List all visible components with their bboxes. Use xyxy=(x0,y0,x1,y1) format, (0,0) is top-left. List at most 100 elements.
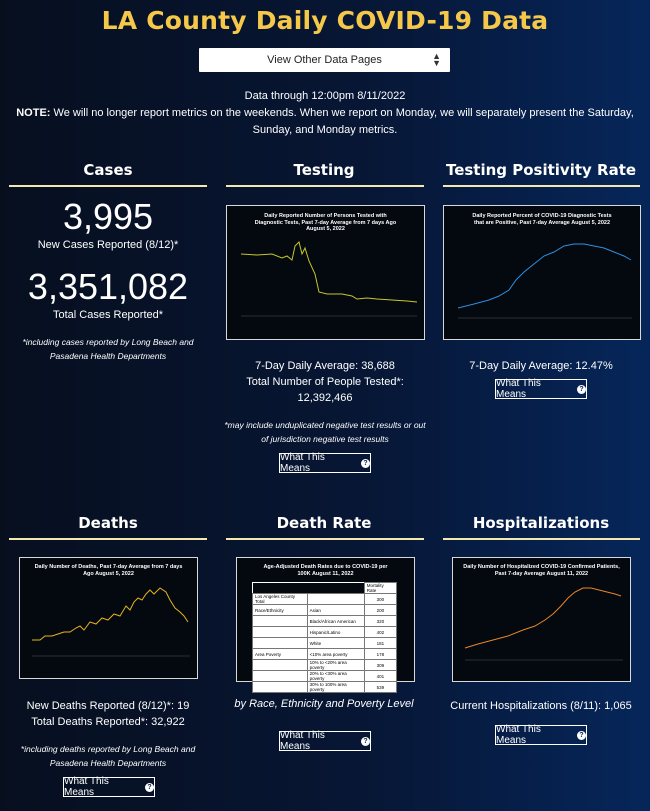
table-cell: 320 xyxy=(363,615,398,627)
positivity-avg: 7-Day Daily Average: 12.47% xyxy=(469,360,613,372)
table-row: White 181 xyxy=(252,637,398,649)
hosp-chart-title: Daily Number of Hospitalized COVID-19 Co… xyxy=(463,564,620,577)
death-rate-caption: by Race, Ethnicity and Poverty Level xyxy=(234,698,414,710)
button-label: What This Means xyxy=(496,724,541,746)
data-through: Data through 12:00pm 8/11/2022 xyxy=(244,90,406,102)
testing-chart[interactable]: Daily Reported Number of Persons Tested … xyxy=(226,205,425,340)
table-cell: Los Angeles County Total xyxy=(252,593,308,605)
death-rate-chart[interactable]: Age-Adjusted Death Rates due to COVID-19… xyxy=(236,557,415,693)
table-cell xyxy=(252,681,308,693)
deaths-divider xyxy=(9,538,207,540)
table-cell: Asian xyxy=(306,604,365,616)
table-cell: Race/Ethnicity xyxy=(252,604,308,616)
testing-what-this-means-button[interactable]: What This Means? xyxy=(279,452,371,474)
table-row: 20% to <30% area poverty 401 xyxy=(252,670,398,682)
death-rate-title: Death Rate xyxy=(276,514,372,532)
total-cases-label: Total Cases Reported* xyxy=(52,309,164,321)
testing-line xyxy=(240,241,418,303)
button-label: What This Means xyxy=(280,730,325,752)
table-cell: <10% area poverty xyxy=(306,648,365,660)
table-row: Black/African American 320 xyxy=(252,615,398,627)
table-cell xyxy=(252,659,308,671)
data-note: Data through 12:00pm 8/11/2022 NOTE: We … xyxy=(0,88,650,139)
death-rate-table: Mortality Rate Los Angeles County Total 3… xyxy=(252,582,398,693)
table-row: Area Poverty <10% area poverty 178 xyxy=(252,648,398,660)
table-row: Los Angeles County Total 300 xyxy=(252,593,398,605)
table-header-cell: Mortality Rate xyxy=(363,582,398,594)
testing-title: Testing xyxy=(293,161,355,179)
table-row: Hispanic/Latino 402 xyxy=(252,626,398,638)
question-icon: ? xyxy=(577,384,586,394)
cases-footnote: *including cases reported by Long Beach … xyxy=(22,337,194,361)
table-row: 10% to <20% area poverty 309 xyxy=(252,659,398,671)
question-icon: ? xyxy=(361,736,370,746)
positivity-what-this-means-button[interactable]: What This Means? xyxy=(495,378,587,400)
table-cell: 402 xyxy=(363,626,398,638)
deaths-what-this-means-button[interactable]: What This Means? xyxy=(63,776,155,798)
hosp-chart[interactable]: Daily Number of Hospitalized COVID-19 Co… xyxy=(452,557,631,682)
new-cases-label: New Cases Reported (8/12)* xyxy=(37,239,179,251)
testing-total-label: Total Number of People Tested*: xyxy=(246,376,404,388)
table-cell: 181 xyxy=(363,637,398,649)
new-cases-value: 3,995 xyxy=(62,196,154,237)
table-cell: White xyxy=(306,637,365,649)
page-title: LA County Daily COVID-19 Data xyxy=(101,6,549,35)
deaths-line xyxy=(32,587,189,641)
table-row: Race/Ethnicity Asian 200 xyxy=(252,604,398,616)
positivity-chart-plot xyxy=(457,243,632,319)
table-cell: 20% to <30% area poverty xyxy=(306,670,365,682)
testing-footnote: *may include unduplicated negative test … xyxy=(224,420,426,444)
table-cell: Black/African American xyxy=(306,615,365,627)
new-deaths: New Deaths Reported (8/12)*: 19 xyxy=(26,700,190,712)
note-label: NOTE: xyxy=(16,107,51,119)
testing-avg: 7-Day Daily Average: 38,688 xyxy=(255,360,395,372)
cases-title: Cases xyxy=(83,161,133,179)
table-cell xyxy=(252,626,308,638)
total-deaths: Total Deaths Reported*: 32,922 xyxy=(31,716,185,728)
table-cell xyxy=(252,637,308,649)
death-rate-what-this-means-button[interactable]: What This Means? xyxy=(279,730,371,752)
table-row: 30% to 100% area poverty 539 xyxy=(252,681,398,693)
cases-divider xyxy=(9,185,207,187)
hosp-title: Hospitalizations xyxy=(472,514,610,532)
deaths-chart-plot xyxy=(32,587,190,657)
table-header-row: Mortality Rate xyxy=(252,582,398,594)
deaths-chart-title: Daily Number of Deaths, Past 7-day Avera… xyxy=(34,564,183,577)
table-cell: 10% to <20% area poverty xyxy=(306,659,365,671)
total-cases-value: 3,351,082 xyxy=(27,266,189,307)
table-cell: Area Poverty xyxy=(252,648,308,660)
positivity-chart[interactable]: Daily Reported Percent of COVID-19 Diagn… xyxy=(443,205,641,340)
table-cell: 200 xyxy=(363,604,398,616)
note-text-block: NOTE: We will no longer report metrics o… xyxy=(10,105,640,139)
hosp-divider xyxy=(443,538,640,540)
hosp-what-this-means-button[interactable]: What This Means? xyxy=(495,724,587,746)
note-text: We will no longer report metrics on the … xyxy=(50,107,634,136)
deaths-title: Deaths xyxy=(78,514,138,532)
button-label: What This Means xyxy=(64,776,109,798)
question-icon: ? xyxy=(145,782,154,792)
button-label: What This Means xyxy=(496,378,541,400)
positivity-line xyxy=(457,243,632,309)
table-cell: 178 xyxy=(363,648,398,660)
positivity-title: Testing Positivity Rate xyxy=(445,161,637,179)
table-cell: 30% to 100% area poverty xyxy=(306,681,365,693)
table-cell: Hispanic/Latino xyxy=(306,626,365,638)
question-icon: ? xyxy=(361,458,370,468)
hosp-chart-plot xyxy=(464,587,623,661)
table-cell: 309 xyxy=(363,659,398,671)
death-rate-divider xyxy=(226,538,424,540)
table-cell: 539 xyxy=(363,681,398,693)
table-cell: 401 xyxy=(363,670,398,682)
data-pages-select[interactable]: View Other Data Pages ▲ ▼ xyxy=(199,48,450,72)
positivity-chart-title: Daily Reported Percent of COVID-19 Diagn… xyxy=(472,213,612,226)
deaths-chart[interactable]: Daily Number of Deaths, Past 7-day Avera… xyxy=(19,557,198,679)
testing-total-value: 12,392,466 xyxy=(297,392,353,404)
button-label: What This Means xyxy=(280,452,325,474)
positivity-divider xyxy=(443,185,640,187)
table-cell xyxy=(252,670,308,682)
table-cell: 300 xyxy=(363,593,398,605)
select-value: View Other Data Pages xyxy=(267,54,382,66)
deaths-footnote: *including deaths reported by Long Beach… xyxy=(20,744,196,768)
select-arrows-icon: ▲ ▼ xyxy=(432,51,441,68)
question-icon: ? xyxy=(577,730,586,740)
